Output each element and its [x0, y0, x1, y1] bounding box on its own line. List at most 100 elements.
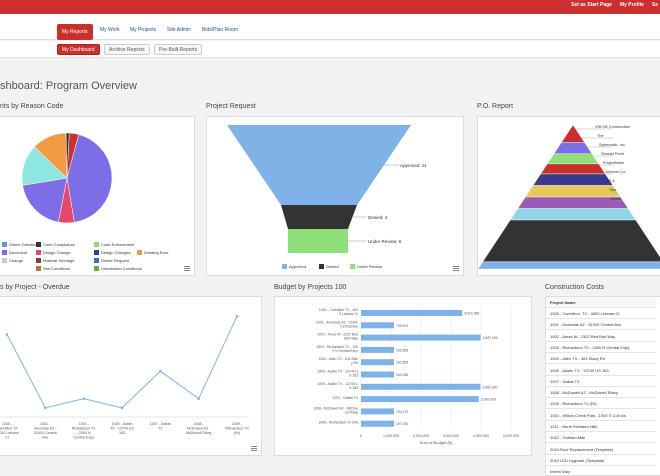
pie-legend-item[interactable]: Material Shortage — [36, 258, 75, 264]
pie-legend-item[interactable]: Change — [2, 258, 23, 264]
budget-bar[interactable] — [361, 371, 394, 378]
table-row[interactable]: 1000 - Carrollton, TX - 4000 Lebows Ct — [546, 308, 656, 319]
table-row[interactable]: 1011 - North Richland Hills — [546, 421, 656, 432]
budget-bar[interactable] — [361, 359, 394, 366]
bar-value-label: 735,870 — [396, 324, 408, 328]
y-tick-label: 1004 - Allen TX - 403 Stac — [318, 357, 358, 361]
my-dashboard-button[interactable]: My Dashboard — [57, 44, 100, 55]
legend-label: Owner Request — [101, 258, 129, 263]
table-row[interactable]: 2010 LED Upgrade (Template) — [546, 455, 656, 466]
pie-legend-item[interactable]: Design Changes — [94, 250, 131, 256]
legend-label: Code Enforcement — [101, 242, 135, 247]
pyramid-segment[interactable] — [532, 173, 614, 186]
x-tick-label: 2,000,000 — [413, 434, 429, 438]
tab-my-reports[interactable]: My Reports — [57, 24, 93, 40]
table-row[interactable]: 1001 - Avondale AZ - 51000 Central Ave — [546, 319, 656, 331]
legend-label: Material Shortage — [43, 258, 75, 263]
table-row[interactable]: 1008 - McDowell AZ - McDowell Rdwy — [546, 387, 656, 399]
x-tick-label: 1008 - — [194, 422, 205, 426]
y-tick-label: 1009 - Richardson TX (IN) — [318, 421, 358, 425]
pyramid-segment[interactable] — [540, 163, 606, 175]
pyramid-segment[interactable] — [561, 124, 585, 143]
pie-legend-item[interactable]: Unforeseen Conditions — [94, 266, 142, 272]
pyramid-segment[interactable] — [553, 142, 593, 154]
settings-link[interactable]: Se — [651, 2, 658, 8]
funnel-segment-denied[interactable] — [281, 205, 357, 229]
budget-bar[interactable] — [361, 322, 394, 329]
line-point[interactable] — [235, 314, 239, 318]
table-row[interactable]: 2010 Roof Replacement (Template) — [546, 444, 656, 455]
funnel-legend-under-review[interactable]: Under Review — [350, 264, 382, 270]
pre-built-reports-button[interactable]: Pre-Built Reports — [154, 44, 203, 55]
table-row[interactable]: 1002 - Ames IA - 2322 Red Bird Way — [546, 331, 656, 342]
pie-menu-icon[interactable] — [184, 266, 190, 271]
x-tick-label: Avondale AZ - — [34, 427, 57, 431]
pie-slice[interactable] — [65, 132, 70, 179]
funnel-panel-title: Project Request — [206, 103, 256, 110]
pyramid-segment[interactable] — [482, 219, 660, 263]
budget-bar[interactable] — [361, 420, 394, 427]
line-point[interactable] — [197, 397, 200, 400]
table-row[interactable]: 1004 - Allen TX - 403 Stacy Rd — [546, 353, 656, 365]
pie-legend-item[interactable]: Code Compliance — [36, 242, 75, 248]
x-tick-label: TX — [158, 427, 163, 431]
table-row[interactable]: 1012 - Gotham Mall — [546, 432, 656, 444]
legend-label: Approved — [289, 264, 307, 269]
table-row[interactable]: Interel Way — [546, 466, 656, 475]
funnel-segment-under-review[interactable] — [288, 229, 348, 253]
tab-my-projects[interactable]: My Projects — [130, 27, 157, 33]
line-menu-icon[interactable] — [251, 446, 257, 451]
pyramid-segment[interactable] — [546, 153, 600, 165]
tab-bids-plan-room[interactable]: Bids/Plan Room — [202, 27, 238, 33]
budget-bar[interactable] — [361, 396, 479, 403]
table-row[interactable]: 1007 - Dallas TX — [546, 376, 656, 387]
line-point[interactable] — [82, 397, 85, 400]
line-series[interactable] — [6, 315, 238, 409]
x-tick-label: 183 — [119, 431, 125, 435]
budget-bar[interactable] — [361, 408, 394, 415]
table-row[interactable]: 1005 - Austin TX - 13740 US 183 — [546, 365, 656, 376]
archive-reports-button[interactable]: Archive Reports — [104, 44, 150, 55]
funnel-menu-icon[interactable] — [453, 266, 459, 271]
funnel-legend-denied[interactable]: Denied — [319, 264, 339, 270]
table-header[interactable]: Project Name — [546, 297, 656, 308]
bar-value-label: 154,085 — [396, 373, 408, 377]
set-start-page-link[interactable]: Set as Start Page — [571, 2, 612, 8]
budget-bar[interactable] — [361, 334, 481, 341]
pie-legend-item[interactable]: Code Enforcement — [94, 242, 135, 248]
page-title: shboard: Program Overview — [0, 80, 137, 92]
pie-slice[interactable] — [66, 134, 113, 223]
x-tick-label: Ct — [5, 436, 9, 440]
funnel-legend-approved[interactable]: Approved — [282, 264, 307, 270]
line-point[interactable] — [120, 406, 124, 410]
table-row[interactable]: 1010 - Willow Creek Park - 1000 S Coll I… — [546, 410, 656, 421]
my-profile-link[interactable]: My Profile — [619, 2, 644, 8]
pie-legend-item[interactable]: Owner Directives — [2, 242, 39, 248]
y-tick-label: S 183 — [349, 386, 358, 390]
table-row[interactable]: 1003 - Richardson TX - 2400 N Central Ex… — [546, 342, 656, 353]
budget-bar[interactable] — [361, 310, 463, 316]
pie-legend-item[interactable]: Owner Request — [94, 258, 129, 264]
pie-legend-item[interactable]: Site Conditions — [36, 266, 70, 272]
x-tick-label: (IN) — [234, 431, 240, 435]
pie-legend-item[interactable]: Drawing Error — [137, 250, 169, 256]
tab-site-admin[interactable]: Site Admin — [167, 27, 191, 33]
line-point[interactable] — [44, 406, 47, 410]
pyramid-segment[interactable] — [509, 208, 637, 221]
legend-swatch — [94, 242, 99, 248]
line-point[interactable] — [5, 333, 9, 336]
pie-slice[interactable] — [22, 177, 68, 223]
pyramid-segment[interactable] — [525, 185, 621, 198]
pyramid-segment[interactable] — [477, 261, 660, 270]
pie-legend-item[interactable]: Document — [2, 250, 27, 256]
y-tick-label: y Rd — [351, 361, 358, 365]
funnel-segment-approved[interactable] — [227, 125, 411, 205]
tab-my-work[interactable]: My Work — [100, 27, 120, 33]
budget-bar[interactable] — [361, 346, 394, 353]
table-row[interactable]: 1009 - Richardson TX (IN) — [546, 398, 656, 410]
x-tick-label: 1003 - — [79, 422, 90, 426]
pie-legend-item[interactable]: Design Change — [36, 250, 71, 256]
line-point[interactable] — [159, 369, 162, 373]
budget-bar[interactable] — [361, 383, 481, 390]
